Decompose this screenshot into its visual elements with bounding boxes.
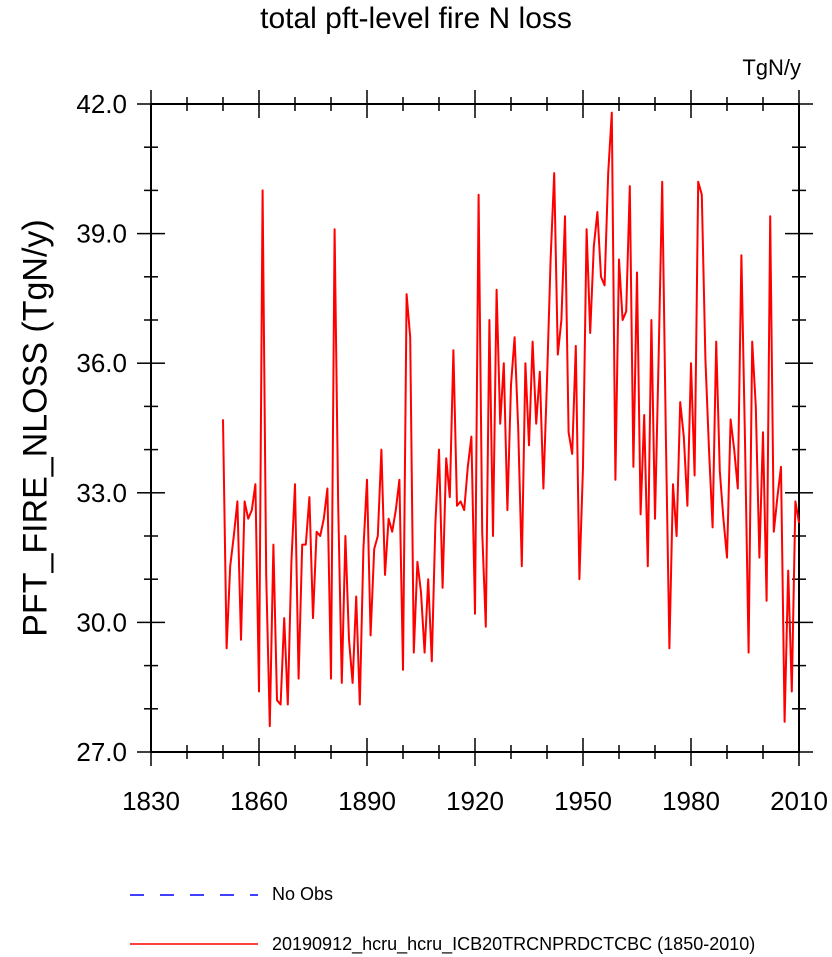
units-label: TgN/y xyxy=(742,55,801,80)
y-tick-label: 27.0 xyxy=(76,737,127,767)
y-tick-label: 33.0 xyxy=(76,478,127,508)
chart-axes: 1830 1860 1890 1920 1950 1980 2010 27.0 30.0 33.0… xyxy=(76,89,828,816)
x-tick-label: 2010 xyxy=(770,786,828,816)
series-line xyxy=(222,111,800,728)
legend-label-no-obs: No Obs xyxy=(272,884,334,904)
x-tick-label: 1920 xyxy=(446,786,504,816)
x-tick-label: 1830 xyxy=(122,786,180,816)
x-tick-label: 1890 xyxy=(338,786,396,816)
x-tick-label: 1860 xyxy=(230,786,288,816)
x-tick-label: 1950 xyxy=(554,786,612,816)
x-tick-label: 1980 xyxy=(662,786,720,816)
y-tick-label: 36.0 xyxy=(76,348,127,378)
y-tick-label: 39.0 xyxy=(76,219,127,249)
chart-title: total pft-level fire N loss xyxy=(260,2,572,35)
legend xyxy=(130,894,258,945)
y-tick-label: 42.0 xyxy=(76,89,127,119)
series-layer xyxy=(222,111,800,728)
y-tick-label: 30.0 xyxy=(76,607,127,637)
legend-label-model-run: 20190912_hcru_hcru_ICB20TRCNPRDCTCBC (18… xyxy=(272,934,756,954)
